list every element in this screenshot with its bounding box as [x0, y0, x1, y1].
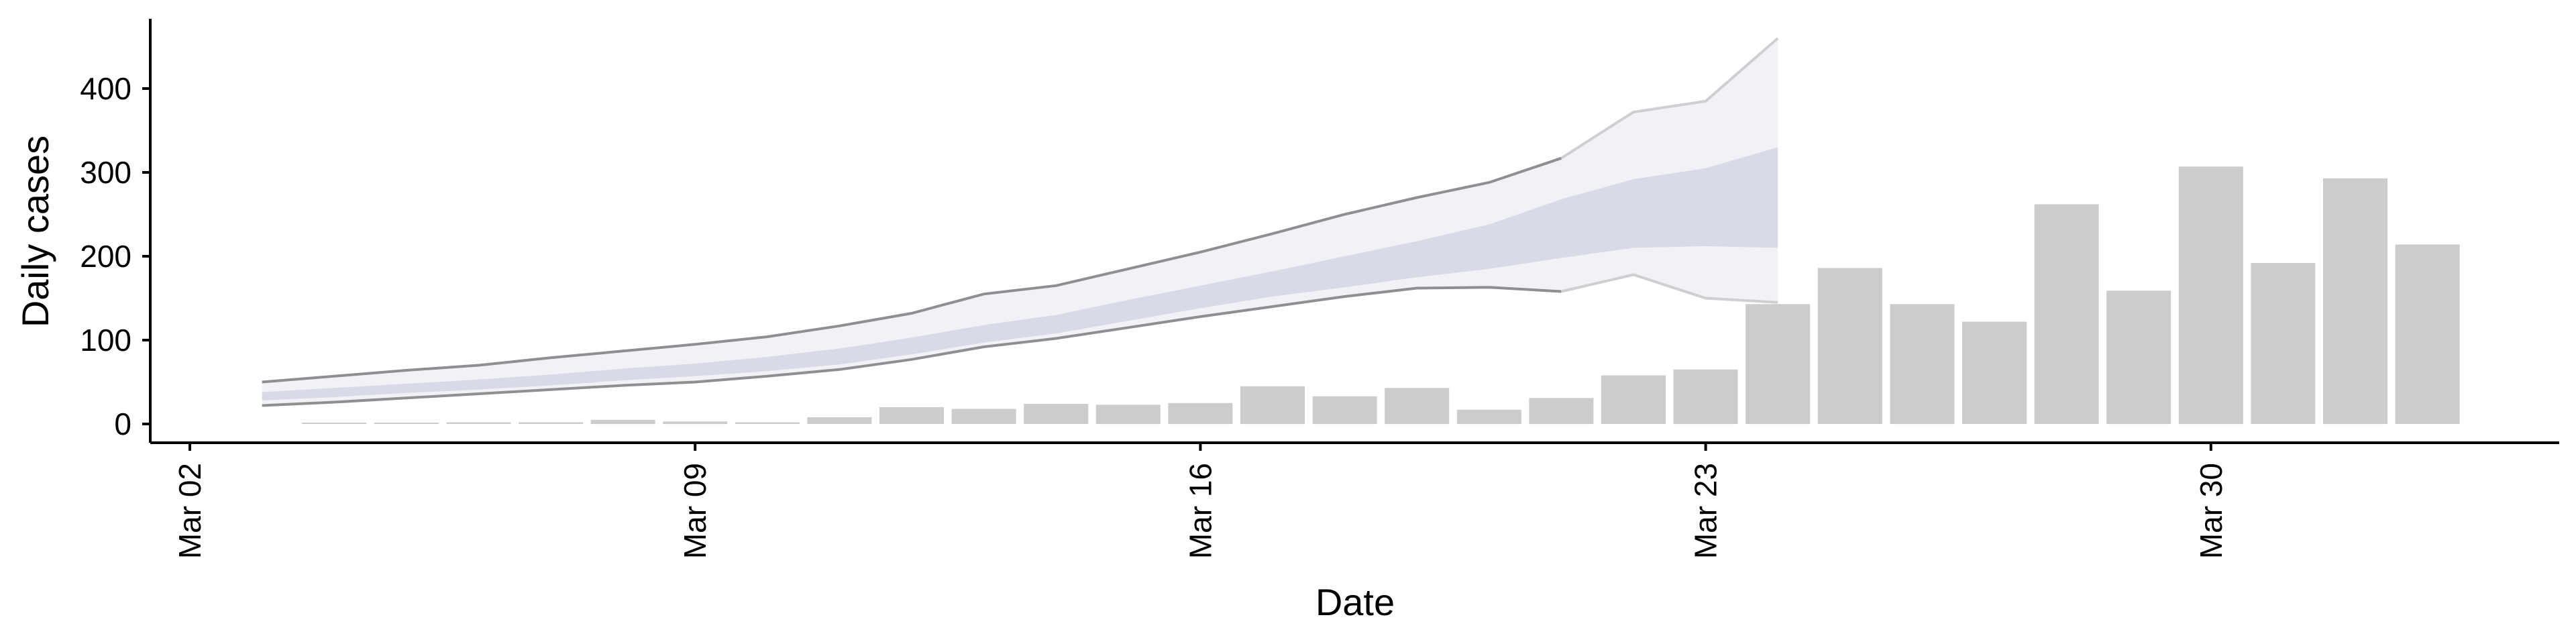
bar: [663, 421, 728, 425]
estimate-lower-line: [262, 286, 1562, 407]
y-ticks: 0 100 200 300 400: [80, 71, 150, 441]
bar: [1529, 398, 1594, 425]
x-tick-label: Mar 09: [678, 463, 712, 559]
bar: [735, 422, 800, 424]
bar: [374, 423, 439, 424]
x-tick-label: Mar 23: [1688, 463, 1723, 559]
bar: [1817, 268, 1882, 424]
estimate-lower-line-recent: [1560, 273, 1778, 304]
x-ticks: Mar 02 Mar 09 Mar 16 Mar 23 Mar 30: [172, 443, 2229, 559]
estimate-upper-line: [262, 156, 1562, 384]
bar: [1890, 304, 1955, 425]
bar: [1746, 304, 1811, 425]
bar: [1168, 402, 1233, 425]
bar: [879, 407, 944, 424]
estimate-upper-line-recent: [1560, 37, 1779, 160]
bar: [519, 422, 583, 424]
y-tick-label: 400: [80, 71, 131, 106]
bar: [590, 419, 655, 425]
bar: [1312, 396, 1377, 425]
bar: [2395, 244, 2460, 424]
bar: [1673, 369, 1738, 425]
y-tick-label: 0: [114, 407, 131, 441]
bar: [2251, 263, 2316, 424]
x-tick-label: Mar 02: [172, 463, 207, 559]
x-tick-label: Mar 30: [2194, 463, 2229, 559]
y-tick-label: 300: [80, 155, 131, 190]
bar: [1024, 404, 1089, 424]
bar: [446, 422, 511, 424]
bar: [1962, 321, 2027, 424]
y-tick-label: 100: [80, 323, 131, 358]
bar: [1456, 409, 1521, 425]
bar: [2178, 166, 2243, 425]
bar: [1385, 388, 1450, 425]
bar: [2106, 290, 2171, 425]
y-axis-title: Daily cases: [14, 136, 56, 327]
bar: [951, 409, 1016, 424]
y-tick-label: 200: [80, 239, 131, 274]
x-axis-title: Date: [1316, 581, 1395, 623]
plot-area: [262, 37, 2460, 425]
bar: [2034, 204, 2099, 424]
bar: [807, 417, 872, 424]
bar: [2323, 178, 2387, 425]
bar: [1240, 386, 1305, 425]
x-tick-label: Mar 16: [1183, 463, 1218, 559]
bar: [1601, 375, 1666, 424]
bar: [302, 423, 367, 424]
bar: [1095, 405, 1161, 425]
